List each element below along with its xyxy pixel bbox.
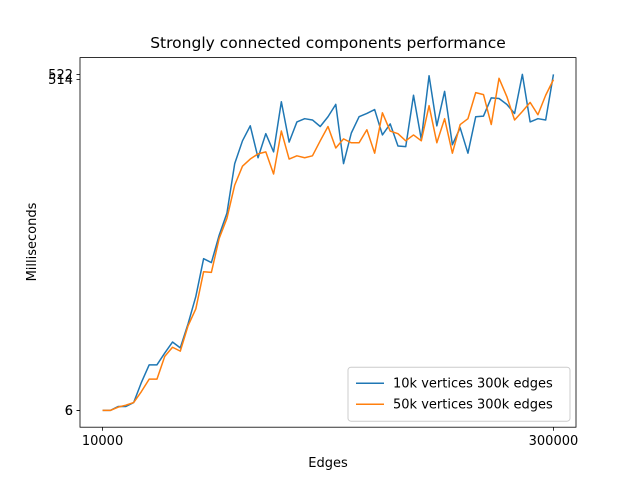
legend-box [347,366,571,422]
legend-label: 50k vertices 300k edges [393,398,553,413]
line [102,77,555,412]
y-axis-label: Milliseconds [25,202,40,281]
x-tick-label: 10000 [82,434,123,449]
plot-frame [79,57,577,428]
y-tick-label: 514 [48,73,73,88]
x-axis-label: Edges [308,456,348,471]
y-tick-label: 6 [65,404,73,419]
legend: 10k vertices 300k edges 50k vertices 300k… [347,366,571,422]
chart-title: Strongly connected components performanc… [150,34,506,52]
legend-label: 10k vertices 300k edges [393,377,553,392]
line [102,73,555,412]
y-tick-label: 522 [48,68,73,83]
x-tick-label: 300000 [529,434,579,449]
y-tick-label: 6 [65,404,73,419]
